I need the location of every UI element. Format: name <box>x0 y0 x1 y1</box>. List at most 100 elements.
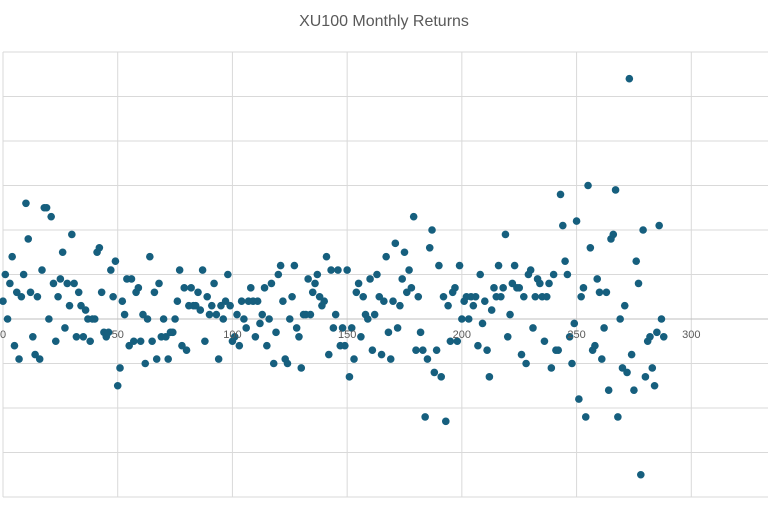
point <box>0 297 7 305</box>
point <box>203 292 211 301</box>
point <box>146 252 154 261</box>
point <box>432 346 441 354</box>
point <box>556 190 565 199</box>
point <box>483 346 491 354</box>
point <box>104 328 113 337</box>
point <box>265 315 273 323</box>
point <box>116 364 124 372</box>
point <box>173 297 182 306</box>
point <box>258 310 267 319</box>
point <box>320 297 329 306</box>
point <box>609 230 618 239</box>
point <box>15 355 23 363</box>
point <box>194 288 202 297</box>
point <box>17 292 26 301</box>
point <box>659 333 668 341</box>
point <box>150 288 159 297</box>
point <box>549 270 558 279</box>
point <box>368 346 377 354</box>
point <box>256 319 264 328</box>
point <box>637 470 645 479</box>
point <box>212 310 221 319</box>
point <box>79 333 88 341</box>
point <box>545 279 553 288</box>
point <box>33 292 42 301</box>
point <box>389 297 397 306</box>
point <box>630 386 638 395</box>
point <box>485 373 494 381</box>
point <box>1 270 10 279</box>
point <box>363 315 372 323</box>
point <box>207 301 216 310</box>
point <box>182 346 191 354</box>
point <box>380 297 388 306</box>
point <box>600 324 608 332</box>
x-tick-label: 50 <box>112 329 124 341</box>
point <box>646 333 654 341</box>
x-tick-label: 300 <box>682 329 700 341</box>
point <box>292 324 301 332</box>
x-tick-label: 150 <box>338 329 356 341</box>
point <box>487 306 496 314</box>
point <box>272 328 280 337</box>
point <box>377 350 386 359</box>
point <box>655 221 663 230</box>
point <box>554 346 563 354</box>
point <box>405 266 413 274</box>
point <box>65 301 74 310</box>
point <box>577 292 585 301</box>
point <box>311 279 319 288</box>
point <box>531 292 540 301</box>
point <box>283 359 292 368</box>
point <box>579 284 588 292</box>
point <box>226 301 234 310</box>
point <box>382 252 390 261</box>
point <box>386 355 395 363</box>
point <box>370 310 379 319</box>
point <box>529 324 537 332</box>
point <box>414 292 423 301</box>
point <box>425 244 434 252</box>
point <box>205 310 214 319</box>
point <box>246 284 255 292</box>
point <box>430 368 439 377</box>
point <box>455 261 464 270</box>
point <box>586 244 595 252</box>
point <box>584 181 592 190</box>
point <box>559 221 567 230</box>
point <box>453 337 462 346</box>
point <box>474 341 482 350</box>
point <box>56 275 65 283</box>
point <box>224 270 232 279</box>
points <box>0 74 668 479</box>
point <box>565 333 574 341</box>
point <box>290 261 299 270</box>
point <box>187 284 195 292</box>
point <box>620 301 629 310</box>
point <box>72 333 81 341</box>
point <box>423 355 432 363</box>
point <box>81 306 90 314</box>
point <box>235 341 244 350</box>
point <box>26 288 35 297</box>
point <box>515 284 524 292</box>
point <box>267 279 276 288</box>
point <box>345 373 354 381</box>
point <box>295 333 303 341</box>
point <box>313 270 322 279</box>
point <box>570 319 579 328</box>
point <box>90 315 99 323</box>
point <box>54 292 62 301</box>
point <box>86 337 94 346</box>
point <box>35 355 44 363</box>
point <box>322 252 331 261</box>
point <box>260 284 269 292</box>
point <box>159 315 168 323</box>
point <box>563 270 572 279</box>
point <box>109 292 117 301</box>
point <box>240 315 248 323</box>
x-tick-label: 100 <box>223 329 241 341</box>
point <box>639 226 647 234</box>
point <box>171 315 179 323</box>
